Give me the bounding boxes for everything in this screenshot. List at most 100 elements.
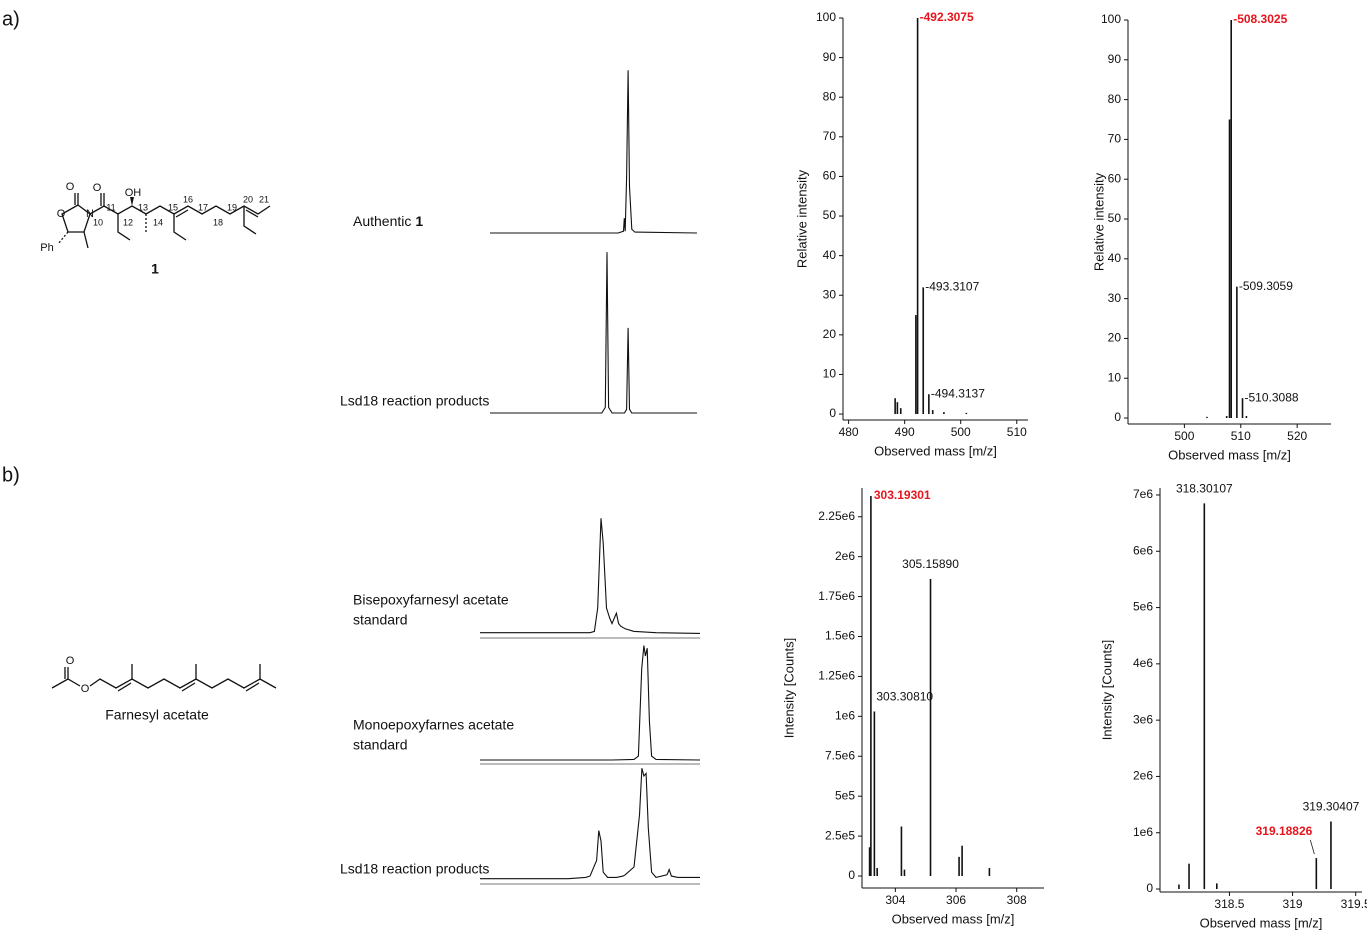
atom: O bbox=[66, 655, 75, 667]
atom: OH bbox=[125, 187, 142, 199]
y-tick-label: 4e6 bbox=[1133, 656, 1153, 670]
y-tick-label: 50 bbox=[1108, 211, 1122, 225]
chromatogram-trace bbox=[480, 518, 701, 634]
y-tick-label: 10 bbox=[823, 367, 837, 381]
structure-1: O O N O OH Ph 10 11 12 13 14 15 16 17 18… bbox=[40, 181, 271, 277]
y-tick-label: 1.5e6 bbox=[825, 629, 855, 643]
x-tick-label: 500 bbox=[1174, 429, 1194, 443]
atom-number: 17 bbox=[198, 202, 208, 212]
bond bbox=[245, 682, 260, 692]
y-tick-label: 5e5 bbox=[835, 788, 855, 802]
atom-number: 19 bbox=[227, 202, 237, 212]
y-tick-label: 70 bbox=[823, 129, 837, 143]
chromatogram-trace bbox=[490, 70, 698, 234]
bond bbox=[243, 206, 257, 235]
y-tick-label: 7.5e6 bbox=[825, 748, 855, 762]
trace-label: standard bbox=[353, 612, 407, 628]
x-tick-label: 304 bbox=[885, 893, 905, 907]
y-tick-label: 0 bbox=[1146, 881, 1153, 895]
y-tick-label: 80 bbox=[823, 89, 837, 103]
compound-name: Farnesyl acetate bbox=[105, 707, 209, 723]
y-tick-label: 60 bbox=[823, 169, 837, 183]
peak-annotation: 305.15890 bbox=[902, 557, 959, 571]
atom-number: 20 bbox=[243, 194, 253, 204]
y-tick-label: 1.25e6 bbox=[818, 669, 855, 683]
atom-number: 18 bbox=[213, 217, 223, 227]
y-axis-label: Relative intensity bbox=[1091, 172, 1106, 271]
y-tick-label: 90 bbox=[1108, 52, 1122, 66]
trace-label: Authentic 1 bbox=[353, 213, 423, 229]
atom: O bbox=[57, 208, 66, 220]
peak-annotation: -510.3088 bbox=[1245, 390, 1299, 404]
atom-number: 15 bbox=[168, 202, 178, 212]
bond bbox=[175, 209, 189, 218]
peak-annotation: -492.3075 bbox=[920, 10, 974, 24]
x-tick-label: 319.5 bbox=[1341, 897, 1367, 911]
y-tick-label: 2e6 bbox=[1133, 769, 1153, 783]
x-tick-label: 306 bbox=[946, 893, 966, 907]
y-axis-label: Intensity [Counts] bbox=[1099, 640, 1114, 740]
y-tick-label: 1e6 bbox=[835, 709, 855, 723]
trace-label-compound: 1 bbox=[415, 213, 423, 229]
trace-label: standard bbox=[353, 737, 407, 753]
annotation-leader bbox=[1309, 839, 1315, 855]
y-tick-label: 0 bbox=[1114, 410, 1121, 424]
y-tick-label: 20 bbox=[1108, 331, 1122, 345]
atom: N bbox=[86, 208, 94, 220]
bond bbox=[245, 209, 259, 218]
atom: Ph bbox=[40, 242, 53, 254]
y-tick-label: 10 bbox=[1108, 370, 1122, 384]
peak-annotation: -508.3025 bbox=[1233, 12, 1287, 26]
y-tick-label: 50 bbox=[823, 208, 837, 222]
bond bbox=[57, 231, 69, 245]
atom: O bbox=[81, 683, 90, 695]
bond bbox=[181, 682, 196, 692]
peak-annotation: 319.30407 bbox=[1303, 800, 1360, 814]
y-tick-label: 30 bbox=[823, 287, 837, 301]
peak-annotation: -509.3059 bbox=[1239, 279, 1293, 293]
y-tick-label: 40 bbox=[1108, 251, 1122, 265]
trace-label: Monoepoxyfarnes acetate bbox=[353, 717, 514, 733]
trace-label-text: Authentic bbox=[353, 213, 411, 229]
bond bbox=[51, 678, 81, 689]
y-tick-label: 60 bbox=[1108, 171, 1122, 185]
atom-number: 16 bbox=[183, 194, 193, 204]
x-tick-label: 500 bbox=[951, 425, 971, 439]
y-tick-label: 2.25e6 bbox=[818, 509, 855, 523]
bond bbox=[173, 214, 187, 241]
x-tick-label: 510 bbox=[1231, 429, 1251, 443]
x-tick-label: 520 bbox=[1287, 429, 1307, 443]
y-tick-label: 3e6 bbox=[1133, 712, 1153, 726]
trace-label: Bisepoxyfarnesyl acetate bbox=[353, 592, 509, 608]
peak-annotation: 303.30810 bbox=[876, 690, 933, 704]
y-tick-label: 90 bbox=[823, 50, 837, 64]
structure-2: O O Farnesyl acetate bbox=[51, 655, 277, 723]
x-tick-label: 318.5 bbox=[1214, 897, 1244, 911]
bond bbox=[89, 678, 277, 689]
y-tick-label: 0 bbox=[848, 868, 855, 882]
bond bbox=[89, 205, 271, 215]
bond bbox=[61, 204, 91, 233]
y-tick-label: 40 bbox=[823, 248, 837, 262]
peak-annotation: 303.19301 bbox=[874, 488, 931, 502]
bond bbox=[117, 214, 131, 241]
peak-annotation: -493.3107 bbox=[925, 279, 979, 293]
x-tick-label: 480 bbox=[839, 425, 859, 439]
y-axis-label: Relative intensity bbox=[794, 169, 809, 268]
panel-label: a) bbox=[2, 8, 20, 30]
y-tick-label: 100 bbox=[816, 10, 836, 24]
peak-annotation: 319.18826 bbox=[1256, 824, 1313, 838]
panel-label: b) bbox=[2, 464, 20, 486]
y-tick-label: 2e6 bbox=[835, 549, 855, 563]
atom-number: 21 bbox=[259, 194, 269, 204]
y-tick-label: 80 bbox=[1108, 92, 1122, 106]
bond bbox=[117, 682, 132, 692]
y-tick-label: 100 bbox=[1101, 12, 1121, 26]
y-tick-label: 5e6 bbox=[1133, 600, 1153, 614]
peak-annotation: -494.3137 bbox=[931, 386, 985, 400]
x-tick-label: 490 bbox=[895, 425, 915, 439]
trace-label: Lsd18 reaction products bbox=[340, 393, 489, 409]
peak-annotation: 318.30107 bbox=[1176, 482, 1233, 496]
atom-number: 14 bbox=[153, 217, 163, 227]
